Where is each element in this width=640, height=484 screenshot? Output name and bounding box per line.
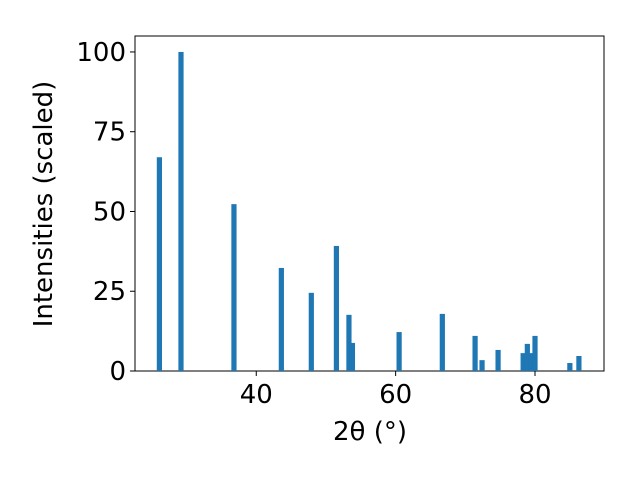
plot-frame: [134, 35, 605, 372]
x-tick-label: 40: [240, 380, 273, 410]
bar: [439, 313, 445, 371]
bar: [156, 157, 162, 371]
bar: [178, 51, 184, 371]
bar: [278, 267, 284, 371]
x-axis-label: 2θ (°): [333, 417, 407, 447]
y-tick-label: 75: [93, 118, 126, 148]
bar: [524, 343, 530, 371]
bar: [567, 363, 573, 371]
bar: [532, 335, 538, 371]
bar: [308, 292, 314, 371]
bar: [576, 356, 582, 371]
bar: [346, 314, 352, 371]
y-tick-label: 25: [93, 277, 126, 307]
bar: [396, 332, 402, 371]
x-tick-label: 60: [379, 380, 412, 410]
bar: [472, 335, 478, 371]
bar: [495, 349, 501, 371]
bar: [528, 353, 534, 371]
x-tick-label: 80: [518, 380, 551, 410]
bar: [349, 342, 356, 371]
bar: [479, 360, 485, 371]
bar: [231, 204, 237, 371]
y-tick-label: 50: [93, 197, 126, 227]
y-tick-label: 100: [76, 38, 126, 68]
y-tick-label: 0: [109, 357, 126, 387]
bar: [520, 353, 526, 371]
y-axis-label: Intensities (scaled): [29, 81, 59, 328]
bar: [333, 245, 339, 371]
